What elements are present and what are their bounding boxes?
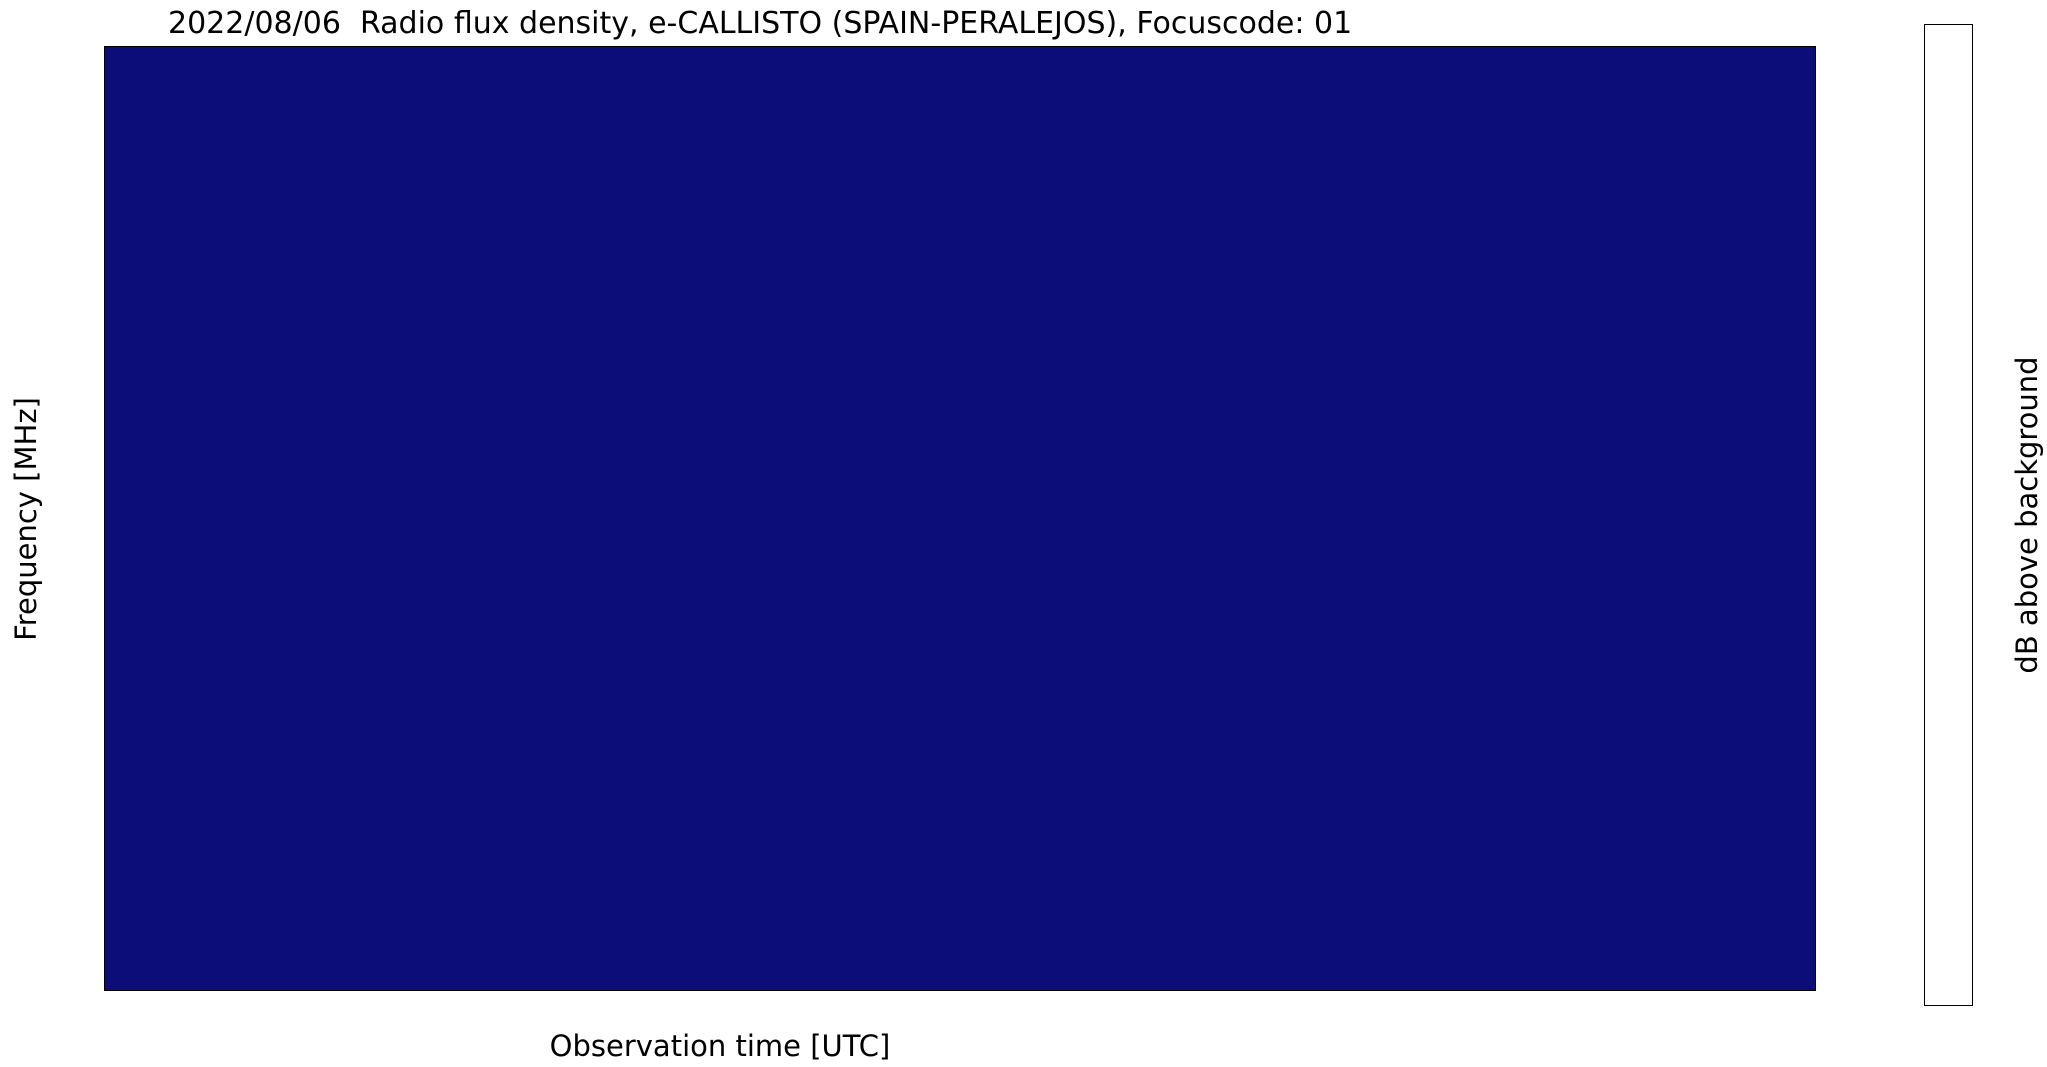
- spectrogram-canvas: [105, 47, 1815, 990]
- colorbar-label: dB above background: [2010, 356, 2044, 674]
- x-axis-label: Observation time [UTC]: [549, 1029, 891, 1063]
- colorbar-canvas: [1925, 25, 1972, 1005]
- chart-title: 2022/08/06 Radio flux density, e-CALLIST…: [168, 6, 1353, 41]
- y-axis-label: Frequency [MHz]: [9, 397, 43, 641]
- plot-area: [104, 46, 1816, 991]
- colorbar: [1924, 24, 1973, 1006]
